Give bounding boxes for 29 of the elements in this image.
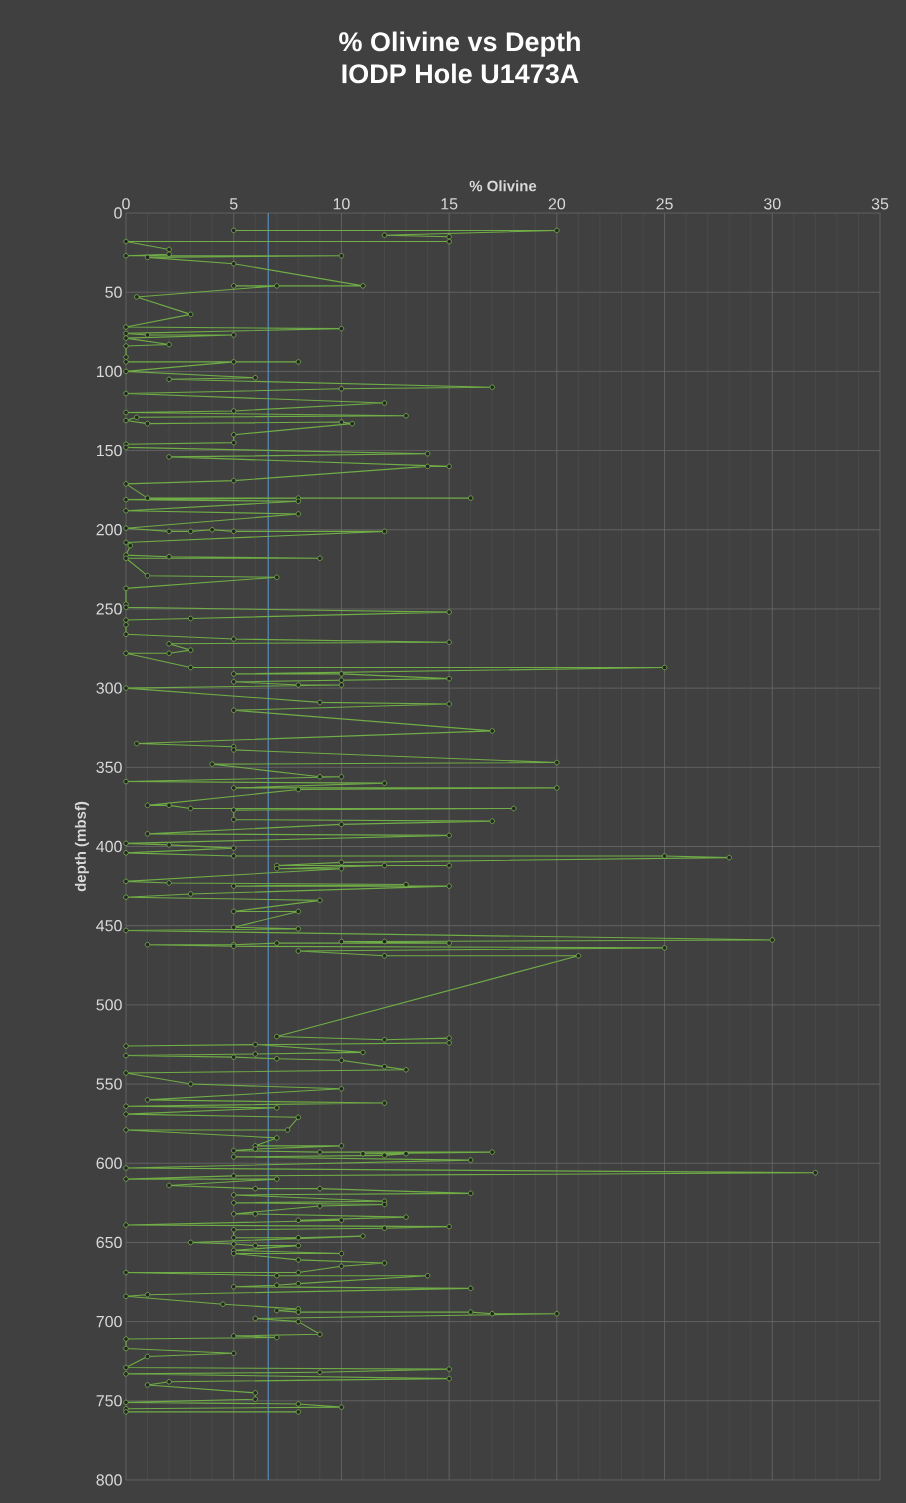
y-tick-label: 500 (96, 999, 122, 1011)
x-tick-label: 20 (548, 198, 566, 210)
x-tick-label: 30 (764, 198, 781, 210)
x-tick-label: 15 (441, 198, 458, 210)
x-tick-label: 0 (122, 198, 130, 210)
y-tick-label: 700 (96, 1315, 122, 1328)
x-tick-label: 5 (229, 198, 238, 210)
y-tick-label: 50 (105, 286, 122, 298)
chart-title: % Olivine vs Depth (339, 31, 580, 57)
y-tick-label: 100 (96, 365, 122, 378)
y-tick-label: 150 (96, 444, 122, 457)
x-tick-label: 10 (333, 198, 350, 210)
y-tick-label: 800 (96, 1474, 122, 1486)
y-tick-label: 200 (96, 524, 122, 536)
x-tick-label: 35 (871, 198, 889, 210)
x-axis-title: % Olivine (469, 180, 537, 192)
y-tick-label: 450 (96, 920, 122, 932)
y-tick-label: 350 (96, 761, 122, 773)
y-tick-label: 250 (96, 603, 122, 615)
y-tick-label: 600 (96, 1157, 122, 1169)
y-tick-label: 750 (96, 1395, 122, 1407)
y-axis-title: depth (mbsf) (74, 801, 89, 892)
y-tick-label: 550 (96, 1078, 122, 1090)
x-tick-label: 25 (656, 198, 673, 210)
y-tick-label: 300 (96, 682, 122, 694)
y-tick-label: 0 (114, 207, 122, 219)
y-tick-label: 400 (96, 840, 122, 853)
chart-subtitle: IODP Hole U1473A (342, 63, 579, 84)
y-tick-label: 650 (96, 1236, 122, 1249)
